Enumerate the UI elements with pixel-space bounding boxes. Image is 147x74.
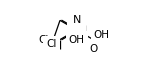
Text: N: N: [72, 15, 81, 25]
Text: OH: OH: [94, 30, 110, 40]
Text: Cl: Cl: [46, 39, 57, 49]
Text: OH: OH: [69, 35, 85, 45]
Text: O: O: [89, 44, 97, 54]
Text: Cl: Cl: [38, 35, 49, 45]
